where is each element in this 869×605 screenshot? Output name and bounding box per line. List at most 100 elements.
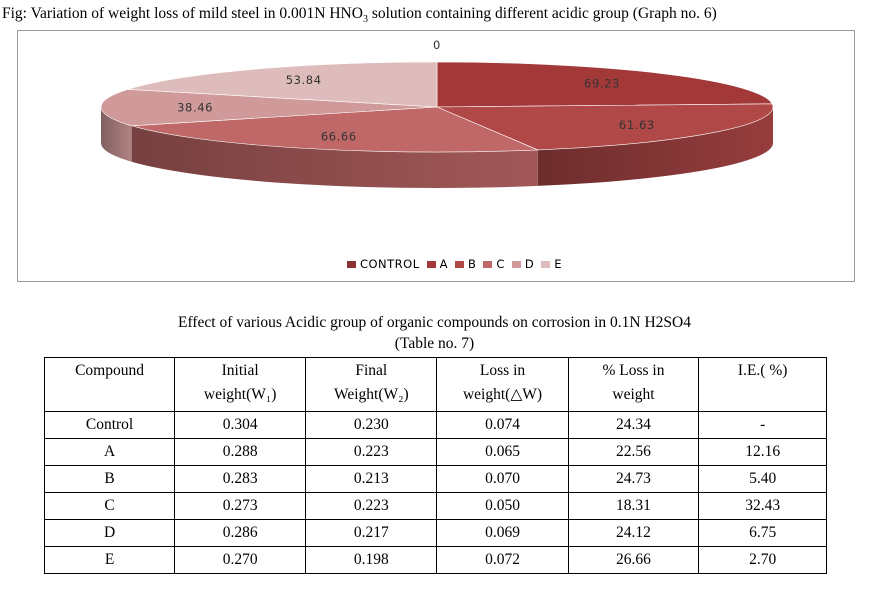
legend-label: B xyxy=(467,257,477,271)
legend-label: A xyxy=(439,257,448,271)
table-cell: - xyxy=(698,411,827,439)
table-cell: 0.223 xyxy=(305,492,438,520)
legend-swatch xyxy=(511,260,521,268)
legend-item: A xyxy=(426,257,448,271)
table-header-row: Compound Initial weight(W₁) Final Weight(W₂)… xyxy=(43,357,827,412)
column-header-line: I.E.( %) xyxy=(737,362,788,379)
table-title-block: Effect of various Acidic group of organi… xyxy=(0,312,869,354)
table-cell: 0.217 xyxy=(305,519,438,547)
legend-swatch xyxy=(483,260,493,268)
pie-data-label: 61.63 xyxy=(619,118,655,132)
table-cell: B xyxy=(43,465,176,493)
table-cell: 0.288 xyxy=(174,438,307,466)
pie-data-label: 69.23 xyxy=(584,76,620,90)
column-header-line: Loss in xyxy=(479,362,526,379)
column-header-line: weight(△W) xyxy=(462,386,543,403)
pie-data-label: 53.84 xyxy=(286,73,322,87)
column-header: I.E.( %) xyxy=(698,357,827,412)
table-cell: 32.43 xyxy=(698,492,827,520)
table-cell: 22.56 xyxy=(567,438,700,466)
table-cell: 24.34 xyxy=(567,411,700,439)
figure-caption-tail: solution containing different acidic gro… xyxy=(367,5,717,22)
table-row: E 0.270 0.198 0.072 26.66 2.70 xyxy=(43,546,827,574)
pie-slice-c xyxy=(131,106,538,153)
table-cell: 0.283 xyxy=(174,465,307,493)
table-cell: 0.050 xyxy=(436,492,569,520)
table-subtitle: (Table no. 7) xyxy=(394,335,475,352)
results-table: Compound Initial weight(W₁) Final Weight(W₂)… xyxy=(43,357,827,574)
pie-data-label: 66.66 xyxy=(321,130,357,144)
table-cell: 26.66 xyxy=(567,546,700,574)
column-header-line: weight xyxy=(612,386,655,403)
table-cell: E xyxy=(43,546,176,574)
table-cell: 24.73 xyxy=(567,465,700,493)
column-header-line: % Loss in xyxy=(602,362,665,379)
pie-slice-a xyxy=(436,61,773,108)
legend-item: CONTROL xyxy=(346,257,420,271)
table-cell: 0.223 xyxy=(305,438,438,466)
table-cell: 0.304 xyxy=(174,411,307,439)
pie-chart: 0 69.23 61.63 66.66 38.46 53.84 xyxy=(100,38,774,188)
pie-chart-frame: 0 69.23 61.63 66.66 38.46 53.84 CONTROL A B C D E xyxy=(17,30,855,282)
table-cell: 24.12 xyxy=(567,519,700,547)
legend-label: CONTROL xyxy=(359,257,420,271)
table-cell: 0.286 xyxy=(174,519,307,547)
table-cell: 0.069 xyxy=(436,519,569,547)
column-header-line: Compound xyxy=(75,362,144,379)
legend-item: C xyxy=(483,257,505,271)
pie-data-label: 0 xyxy=(433,38,441,52)
column-header: Compound xyxy=(43,357,176,412)
column-header-line: weight(W₁) xyxy=(203,386,277,403)
table-cell: 0.070 xyxy=(436,465,569,493)
column-header: Initial weight(W₁) xyxy=(174,357,307,412)
column-header-line: Final xyxy=(355,362,388,379)
legend-label: C xyxy=(496,257,505,271)
pie-data-label: 38.46 xyxy=(177,100,213,114)
pie-slice-side xyxy=(131,125,538,188)
legend-item: B xyxy=(454,257,477,271)
pie-slice-side xyxy=(101,107,132,162)
table-cell: 0.270 xyxy=(174,546,307,574)
pie-slice-d xyxy=(100,89,438,127)
table-row: A 0.288 0.223 0.065 22.56 12.16 xyxy=(43,438,827,466)
table-cell: 0.072 xyxy=(436,546,569,574)
table-cell: 0.198 xyxy=(305,546,438,574)
legend-swatch xyxy=(541,260,551,268)
table-row: C 0.273 0.223 0.050 18.31 32.43 xyxy=(43,492,827,520)
table-cell: 0.273 xyxy=(174,492,307,520)
table-row: B 0.283 0.213 0.070 24.73 5.40 xyxy=(43,465,827,493)
table-cell: 0.065 xyxy=(436,438,569,466)
legend-swatch xyxy=(426,260,436,268)
table-cell: A xyxy=(43,438,176,466)
table-cell: 0.230 xyxy=(305,411,438,439)
table-cell: D xyxy=(43,519,176,547)
table-cell: Control xyxy=(43,411,176,439)
column-header: Final Weight(W₂) xyxy=(305,357,438,412)
legend-swatch xyxy=(454,260,464,268)
table-cell: 0.074 xyxy=(436,411,569,439)
table-cell: C xyxy=(43,492,176,520)
column-header: % Loss in weight xyxy=(567,357,700,412)
legend-label: D xyxy=(524,257,535,271)
table-cell: 0.213 xyxy=(305,465,438,493)
pie-slice-e xyxy=(127,61,438,108)
table-row: Control 0.304 0.230 0.074 24.34- xyxy=(43,411,827,439)
figure-caption-subscript: 3 xyxy=(362,14,368,26)
table-title: Effect of various Acidic group of organi… xyxy=(178,314,691,331)
chart-legend: CONTROL A B C D E xyxy=(268,257,648,271)
table-body: Control 0.304 0.230 0.074 24.34- A 0.288 0.223 0… xyxy=(43,411,827,574)
table-cell: 18.31 xyxy=(567,492,700,520)
table-cell: 2.70 xyxy=(698,546,827,574)
legend-label: E xyxy=(554,257,563,271)
figure-caption: Fig: Variation of weight loss of mild st… xyxy=(2,5,868,25)
column-header: Loss in weight(△W) xyxy=(436,357,569,412)
table-cell: 12.16 xyxy=(698,438,827,466)
column-header-line: Weight(W₂) xyxy=(333,386,409,403)
column-header-line: Initial xyxy=(221,362,259,379)
figure-caption-main: Fig: Variation of weight loss of mild st… xyxy=(2,5,363,22)
legend-item: D xyxy=(511,257,535,271)
pie-slice-side xyxy=(537,107,773,186)
pie-slice-b xyxy=(436,103,774,151)
table-row: D 0.286 0.217 0.069 24.12 6.75 xyxy=(43,519,827,547)
table-cell: 6.75 xyxy=(698,519,827,547)
